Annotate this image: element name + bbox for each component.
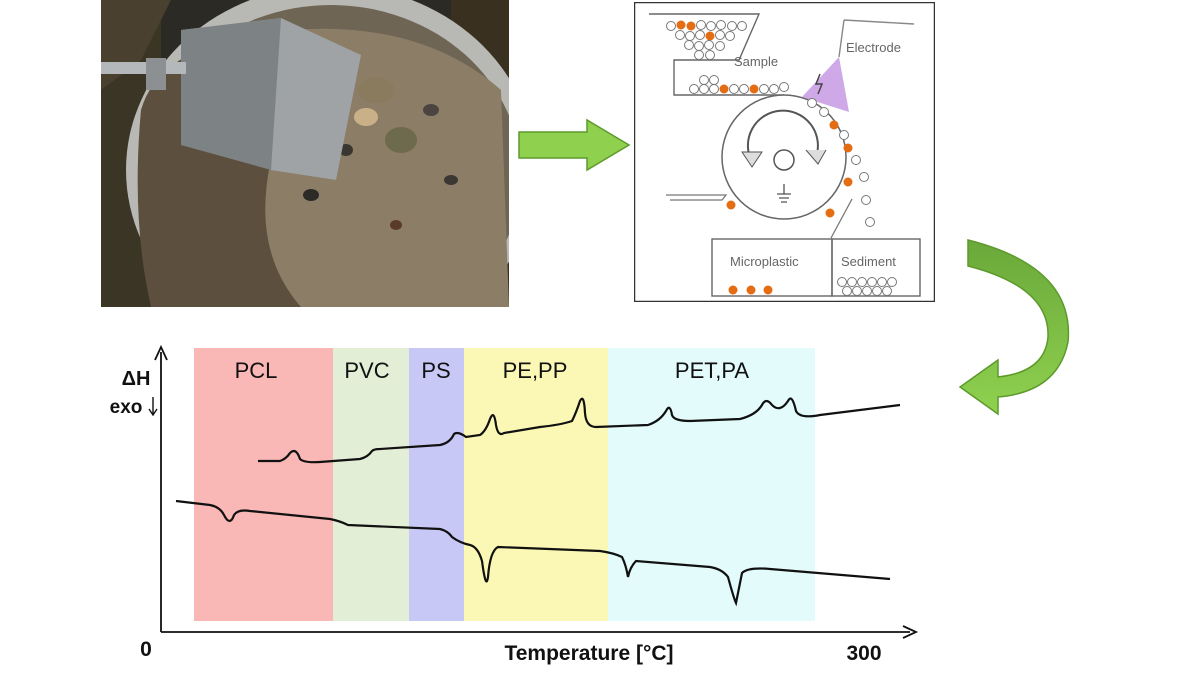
sediment-sample-photo bbox=[101, 0, 509, 307]
sample-label: Sample bbox=[734, 54, 778, 69]
axes bbox=[154, 344, 919, 639]
region-label-pet-pa: PET,PA bbox=[675, 358, 750, 383]
x-axis-max-label: 300 bbox=[846, 642, 881, 665]
sediment-label: Sediment bbox=[841, 254, 896, 269]
cooling-curve bbox=[175, 499, 891, 607]
region-label-pe-pp: PE,PP bbox=[503, 358, 568, 383]
feed-particles bbox=[689, 75, 789, 94]
process-arrow-curved bbox=[958, 239, 1070, 416]
x-axis-title: Temperature [°C] bbox=[504, 642, 673, 665]
collection-bins: Microplastic Sediment bbox=[711, 238, 921, 297]
y-axis-label-bottom: exo bbox=[110, 397, 143, 418]
x-axis-min-label: 0 bbox=[140, 638, 152, 661]
process-arrow-right bbox=[518, 118, 631, 172]
electrostatic-separator-schematic: Sample Electrode bbox=[634, 2, 935, 302]
dsc-thermogram: PCL PVC PS PE,PP PET,PA ΔH exo 0 Tempera… bbox=[110, 344, 919, 665]
region-label-ps: PS bbox=[421, 358, 450, 383]
y-axis-label-top: ΔH bbox=[122, 368, 151, 390]
region-pvc bbox=[333, 348, 409, 621]
microplastic-label: Microplastic bbox=[730, 254, 799, 269]
drum-particles bbox=[726, 98, 875, 227]
electrode-label: Electrode bbox=[846, 40, 901, 55]
heating-curve bbox=[258, 397, 901, 464]
electrode: Electrode bbox=[802, 19, 915, 112]
rotating-drum bbox=[721, 94, 847, 220]
region-pet-pa bbox=[608, 348, 815, 621]
exo-down-arrow-icon bbox=[148, 397, 158, 417]
region-pcl bbox=[194, 348, 333, 621]
sample-hopper: Sample bbox=[649, 13, 784, 96]
region-label-pcl: PCL bbox=[235, 358, 278, 383]
region-ps bbox=[409, 348, 464, 621]
region-label-pvc: PVC bbox=[344, 358, 389, 383]
